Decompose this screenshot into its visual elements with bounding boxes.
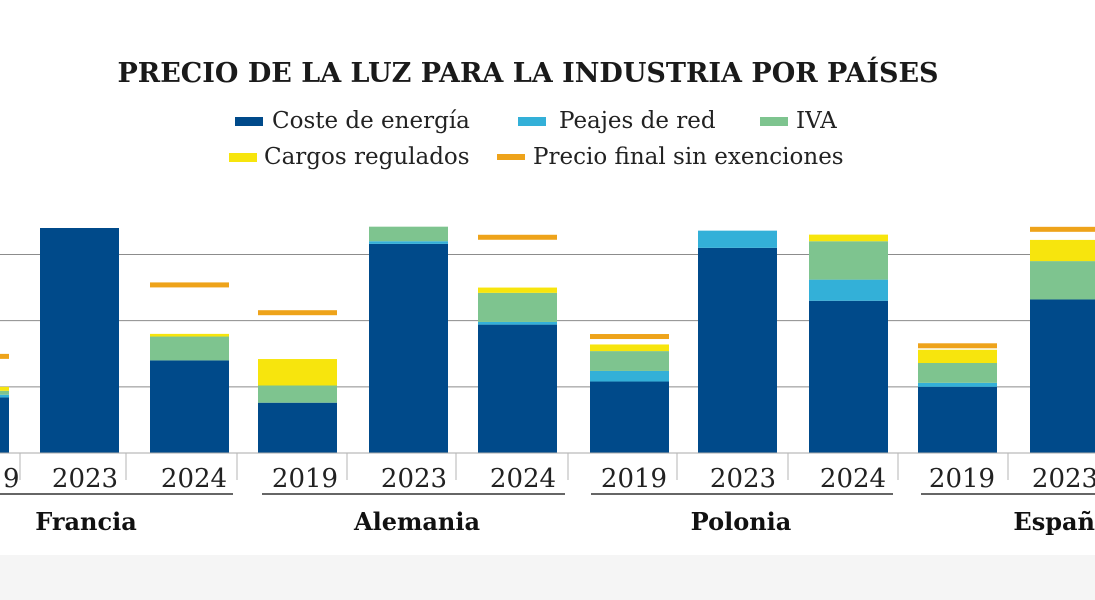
bar-segment-2-cat-6 (478, 321, 557, 325)
legend: Coste de energía Peajes de red IVA Cargo… (229, 108, 844, 170)
tick-label-7: 2019 (601, 464, 667, 494)
price-marker-cat-6 (478, 234, 557, 240)
bar-segment-2-cat-8 (698, 230, 777, 248)
bar-segment-3-cat-3 (150, 336, 229, 361)
bar-segment-1-cat-10 (918, 386, 997, 453)
bar-segment-3-cat-6 (478, 292, 557, 322)
bar-segment-4-cat-4 (258, 359, 337, 386)
bar-segment-3-cat-4 (258, 385, 337, 403)
legend-swatch-cargos-regulados (229, 153, 257, 162)
bar-segment-1-cat-1 (0, 397, 9, 453)
bar-segment-2-cat-10 (918, 382, 997, 387)
legend-label-iva: IVA (796, 108, 837, 134)
tick-label-11: 2023 (1032, 464, 1095, 494)
bar-segment-1-cat-5 (369, 243, 448, 453)
bar-segment-1-cat-7 (590, 381, 669, 453)
bar-segment-2-cat-9 (809, 279, 888, 301)
bar-segment-4-cat-3 (150, 333, 229, 337)
bar-segment-1-cat-3 (150, 360, 229, 453)
price-marker-cat-11 (1030, 226, 1095, 232)
bar-segment-4-cat-7 (590, 344, 669, 352)
legend-swatch-coste-energia (235, 117, 263, 126)
price-markers (0, 226, 1095, 359)
country-label-2: Alemania (353, 507, 480, 536)
tick-label-4: 2019 (272, 464, 338, 494)
legend-label-peajes-red: Peajes de red (559, 108, 716, 134)
tick-label-10: 2019 (929, 464, 995, 494)
tick-label-5: 2023 (381, 464, 447, 494)
bar-segment-1-cat-11 (1030, 299, 1095, 453)
bar-segment-1-cat-6 (478, 324, 557, 453)
bar-segment-4-cat-1 (0, 386, 9, 391)
price-marker-cat-3 (150, 282, 229, 288)
bar-segment-1-cat-4 (258, 402, 337, 453)
legend-swatch-precio-final (497, 154, 525, 160)
price-marker-cat-10 (918, 343, 997, 349)
bars (0, 226, 1095, 453)
legend-label-cargos-regulados: Cargos regulados (264, 144, 470, 170)
chart-title: PRECIO DE LA LUZ PARA LA INDUSTRIA POR P… (117, 56, 938, 89)
bar-segment-3-cat-11 (1030, 261, 1095, 300)
legend-label-coste-energia: Coste de energía (272, 108, 470, 134)
bar-segment-1-cat-8 (698, 247, 777, 453)
tick-label-1: 19 (0, 464, 20, 494)
bar-segment-4-cat-6 (478, 287, 557, 293)
bar-segment-3-cat-5 (369, 226, 448, 242)
bar-segment-1-cat-2 (40, 228, 119, 453)
x-axis: 19 2023 2024 2019 2023 2024 2019 2023 2024 2019 20… (0, 452, 1095, 536)
tick-label-6: 2024 (490, 464, 556, 494)
bar-segment-4-cat-9 (809, 234, 888, 242)
tick-label-9: 2024 (820, 464, 886, 494)
bar-segment-3-cat-1 (0, 390, 9, 395)
bar-segment-4-cat-11 (1030, 239, 1095, 262)
bar-segment-2-cat-1 (0, 394, 9, 398)
bar-segment-1-cat-9 (809, 300, 888, 453)
bar-segment-3-cat-10 (918, 363, 997, 383)
bar-segment-3-cat-7 (590, 351, 669, 371)
tick-label-2: 2023 (52, 464, 118, 494)
legend-swatch-iva (760, 117, 788, 126)
country-label-4: España (1013, 507, 1095, 536)
price-marker-cat-4 (258, 310, 337, 316)
bar-segment-2-cat-7 (590, 370, 669, 382)
bar-segment-3-cat-9 (809, 241, 888, 280)
bar-segment-2-cat-5 (369, 241, 448, 244)
legend-swatch-peajes-red (518, 117, 546, 126)
legend-label-precio-final: Precio final sin exenciones (533, 144, 844, 170)
bar-segment-4-cat-10 (918, 349, 997, 363)
tick-label-3: 2024 (161, 464, 227, 494)
price-marker-cat-7 (590, 334, 669, 340)
country-label-1: Francia (35, 507, 137, 536)
price-marker-cat-1 (0, 353, 9, 359)
footer-band (0, 555, 1095, 600)
country-label-3: Polonia (691, 507, 792, 536)
tick-label-8: 2023 (710, 464, 776, 494)
